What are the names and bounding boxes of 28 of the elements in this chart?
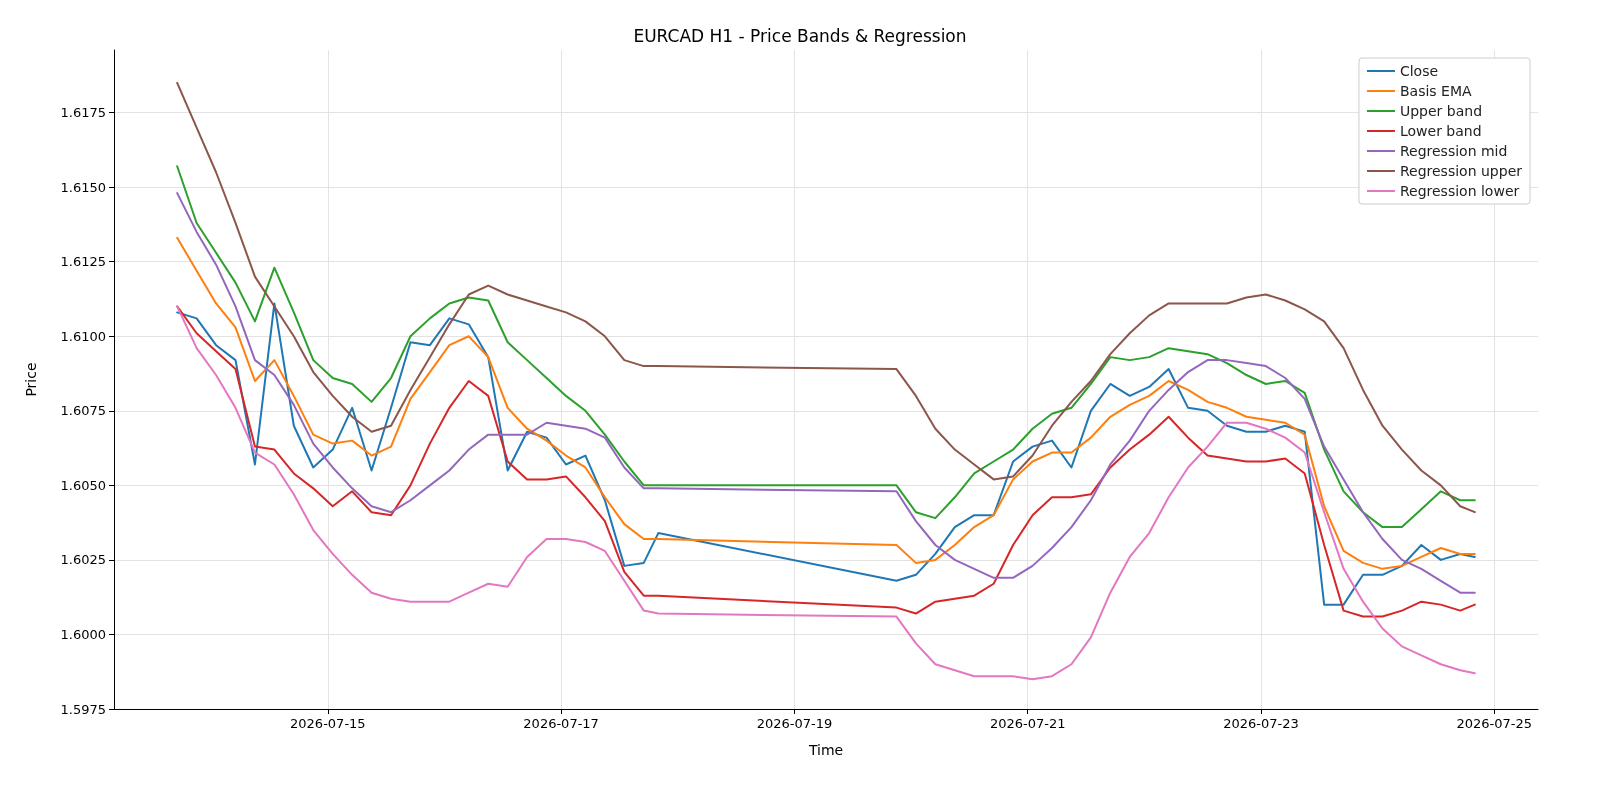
x-tick-label: 2026-07-17 [523, 716, 599, 731]
y-tick-label: 1.6125 [60, 254, 106, 270]
x-tick-label: 2026-07-19 [756, 716, 833, 731]
chart-title: EURCAD H1 - Price Bands & Regression [633, 25, 967, 46]
legend-label: Close [1399, 63, 1439, 79]
y-axis-title: Price [23, 362, 39, 397]
y-tick-label: 1.6075 [60, 403, 106, 419]
legend-label: Regression upper [1399, 163, 1523, 179]
y-tick-label: 1.6025 [60, 552, 106, 568]
x-tick-label: 2026-07-23 [1223, 716, 1299, 731]
legend-label: Basis EMA [1399, 83, 1472, 99]
x-tick-label: 2026-07-15 [290, 716, 366, 731]
y-tick-label: 1.6050 [60, 477, 106, 493]
x-tick-label: 2026-07-21 [989, 716, 1066, 731]
y-tick-label: 1.6000 [60, 626, 106, 642]
y-tick-label: 1.6150 [60, 179, 106, 195]
y-tick-label: 1.6100 [60, 328, 106, 344]
x-tick-label: 2026-07-25 [1456, 716, 1533, 731]
legend-label: Upper band [1399, 103, 1483, 119]
line-series [176, 236, 1476, 570]
line-series [176, 305, 1476, 681]
y-tick-label: 1.5975 [60, 701, 106, 717]
legend-label: Regression lower [1399, 183, 1520, 199]
legend-label: Lower band [1399, 123, 1482, 139]
y-tick-label: 1.6175 [60, 105, 106, 121]
x-axis-title: Time [807, 742, 844, 758]
line-series [176, 165, 1476, 529]
legend-label: Regression mid [1399, 143, 1508, 159]
